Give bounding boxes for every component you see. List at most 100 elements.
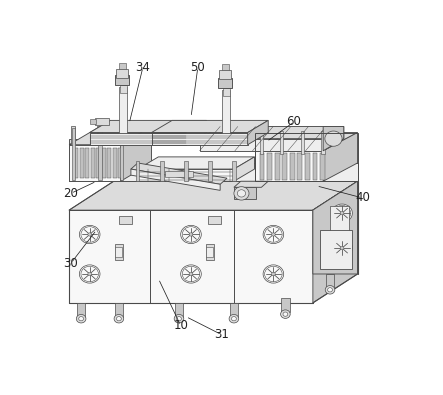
Circle shape <box>263 225 284 244</box>
Bar <box>165 171 193 177</box>
Polygon shape <box>89 133 186 145</box>
Bar <box>89 119 96 124</box>
Circle shape <box>174 314 184 323</box>
Bar <box>260 131 263 154</box>
Polygon shape <box>131 163 227 184</box>
Circle shape <box>232 316 236 321</box>
Bar <box>267 153 272 180</box>
Bar <box>234 187 256 199</box>
Circle shape <box>328 288 332 292</box>
Bar <box>320 153 325 180</box>
Bar <box>208 162 212 181</box>
Circle shape <box>114 314 124 323</box>
Text: 30: 30 <box>63 257 78 270</box>
Polygon shape <box>248 120 268 145</box>
Polygon shape <box>234 157 254 181</box>
Bar <box>116 244 123 260</box>
Circle shape <box>182 266 200 282</box>
Circle shape <box>189 272 193 276</box>
Text: 31: 31 <box>214 328 229 341</box>
Bar <box>312 153 317 180</box>
Circle shape <box>79 316 84 321</box>
Polygon shape <box>199 126 344 139</box>
Polygon shape <box>152 133 248 145</box>
Bar <box>275 153 280 180</box>
Circle shape <box>177 316 181 321</box>
Polygon shape <box>138 169 234 181</box>
Bar <box>280 131 284 154</box>
Bar <box>281 298 290 312</box>
Bar <box>72 128 75 180</box>
Bar <box>222 64 229 70</box>
Polygon shape <box>69 181 358 210</box>
Circle shape <box>76 314 86 323</box>
Bar <box>120 128 123 180</box>
Polygon shape <box>254 151 323 181</box>
Bar <box>117 69 128 78</box>
Polygon shape <box>69 126 152 145</box>
Bar <box>320 230 352 269</box>
Circle shape <box>229 314 239 323</box>
Bar <box>71 126 75 145</box>
Bar <box>219 70 231 79</box>
Bar <box>206 244 214 260</box>
Bar <box>222 90 230 133</box>
Bar <box>290 153 295 180</box>
Polygon shape <box>218 78 232 88</box>
Bar <box>184 162 187 181</box>
Text: 34: 34 <box>136 61 150 74</box>
Bar <box>208 216 221 224</box>
Circle shape <box>283 312 288 316</box>
Circle shape <box>325 131 342 146</box>
Text: 20: 20 <box>63 187 78 200</box>
Bar <box>115 303 123 316</box>
Circle shape <box>272 272 275 276</box>
Bar <box>119 216 132 224</box>
Polygon shape <box>69 145 120 181</box>
Bar <box>119 62 126 69</box>
Bar <box>230 303 238 316</box>
Circle shape <box>81 227 98 242</box>
Polygon shape <box>131 169 220 190</box>
Bar <box>97 126 101 145</box>
Bar <box>175 303 183 316</box>
Polygon shape <box>118 148 122 178</box>
Polygon shape <box>89 120 206 133</box>
Bar <box>120 85 127 93</box>
Polygon shape <box>152 120 268 133</box>
Circle shape <box>79 225 100 244</box>
Polygon shape <box>96 148 101 178</box>
Circle shape <box>332 204 352 222</box>
Bar <box>301 131 304 154</box>
Bar <box>119 126 123 145</box>
Bar <box>119 87 128 133</box>
Circle shape <box>234 187 249 200</box>
Bar <box>330 205 349 242</box>
Bar <box>322 131 325 154</box>
Polygon shape <box>69 139 114 181</box>
Polygon shape <box>69 210 313 303</box>
Bar <box>95 118 109 125</box>
Bar <box>232 162 236 181</box>
Circle shape <box>272 233 275 236</box>
Polygon shape <box>69 163 358 181</box>
Bar <box>98 128 102 180</box>
Circle shape <box>237 190 245 197</box>
Circle shape <box>181 265 201 283</box>
Bar <box>223 88 230 96</box>
Circle shape <box>189 233 193 236</box>
Circle shape <box>333 241 351 256</box>
Bar <box>160 162 163 181</box>
Circle shape <box>182 227 200 242</box>
Polygon shape <box>85 148 89 178</box>
Text: 60: 60 <box>287 115 301 128</box>
Polygon shape <box>323 126 344 151</box>
Circle shape <box>79 265 100 283</box>
Polygon shape <box>91 148 95 178</box>
Polygon shape <box>323 133 358 181</box>
Polygon shape <box>234 181 268 187</box>
Bar <box>119 126 123 145</box>
Circle shape <box>88 233 92 236</box>
Circle shape <box>340 246 344 250</box>
Circle shape <box>325 286 335 294</box>
